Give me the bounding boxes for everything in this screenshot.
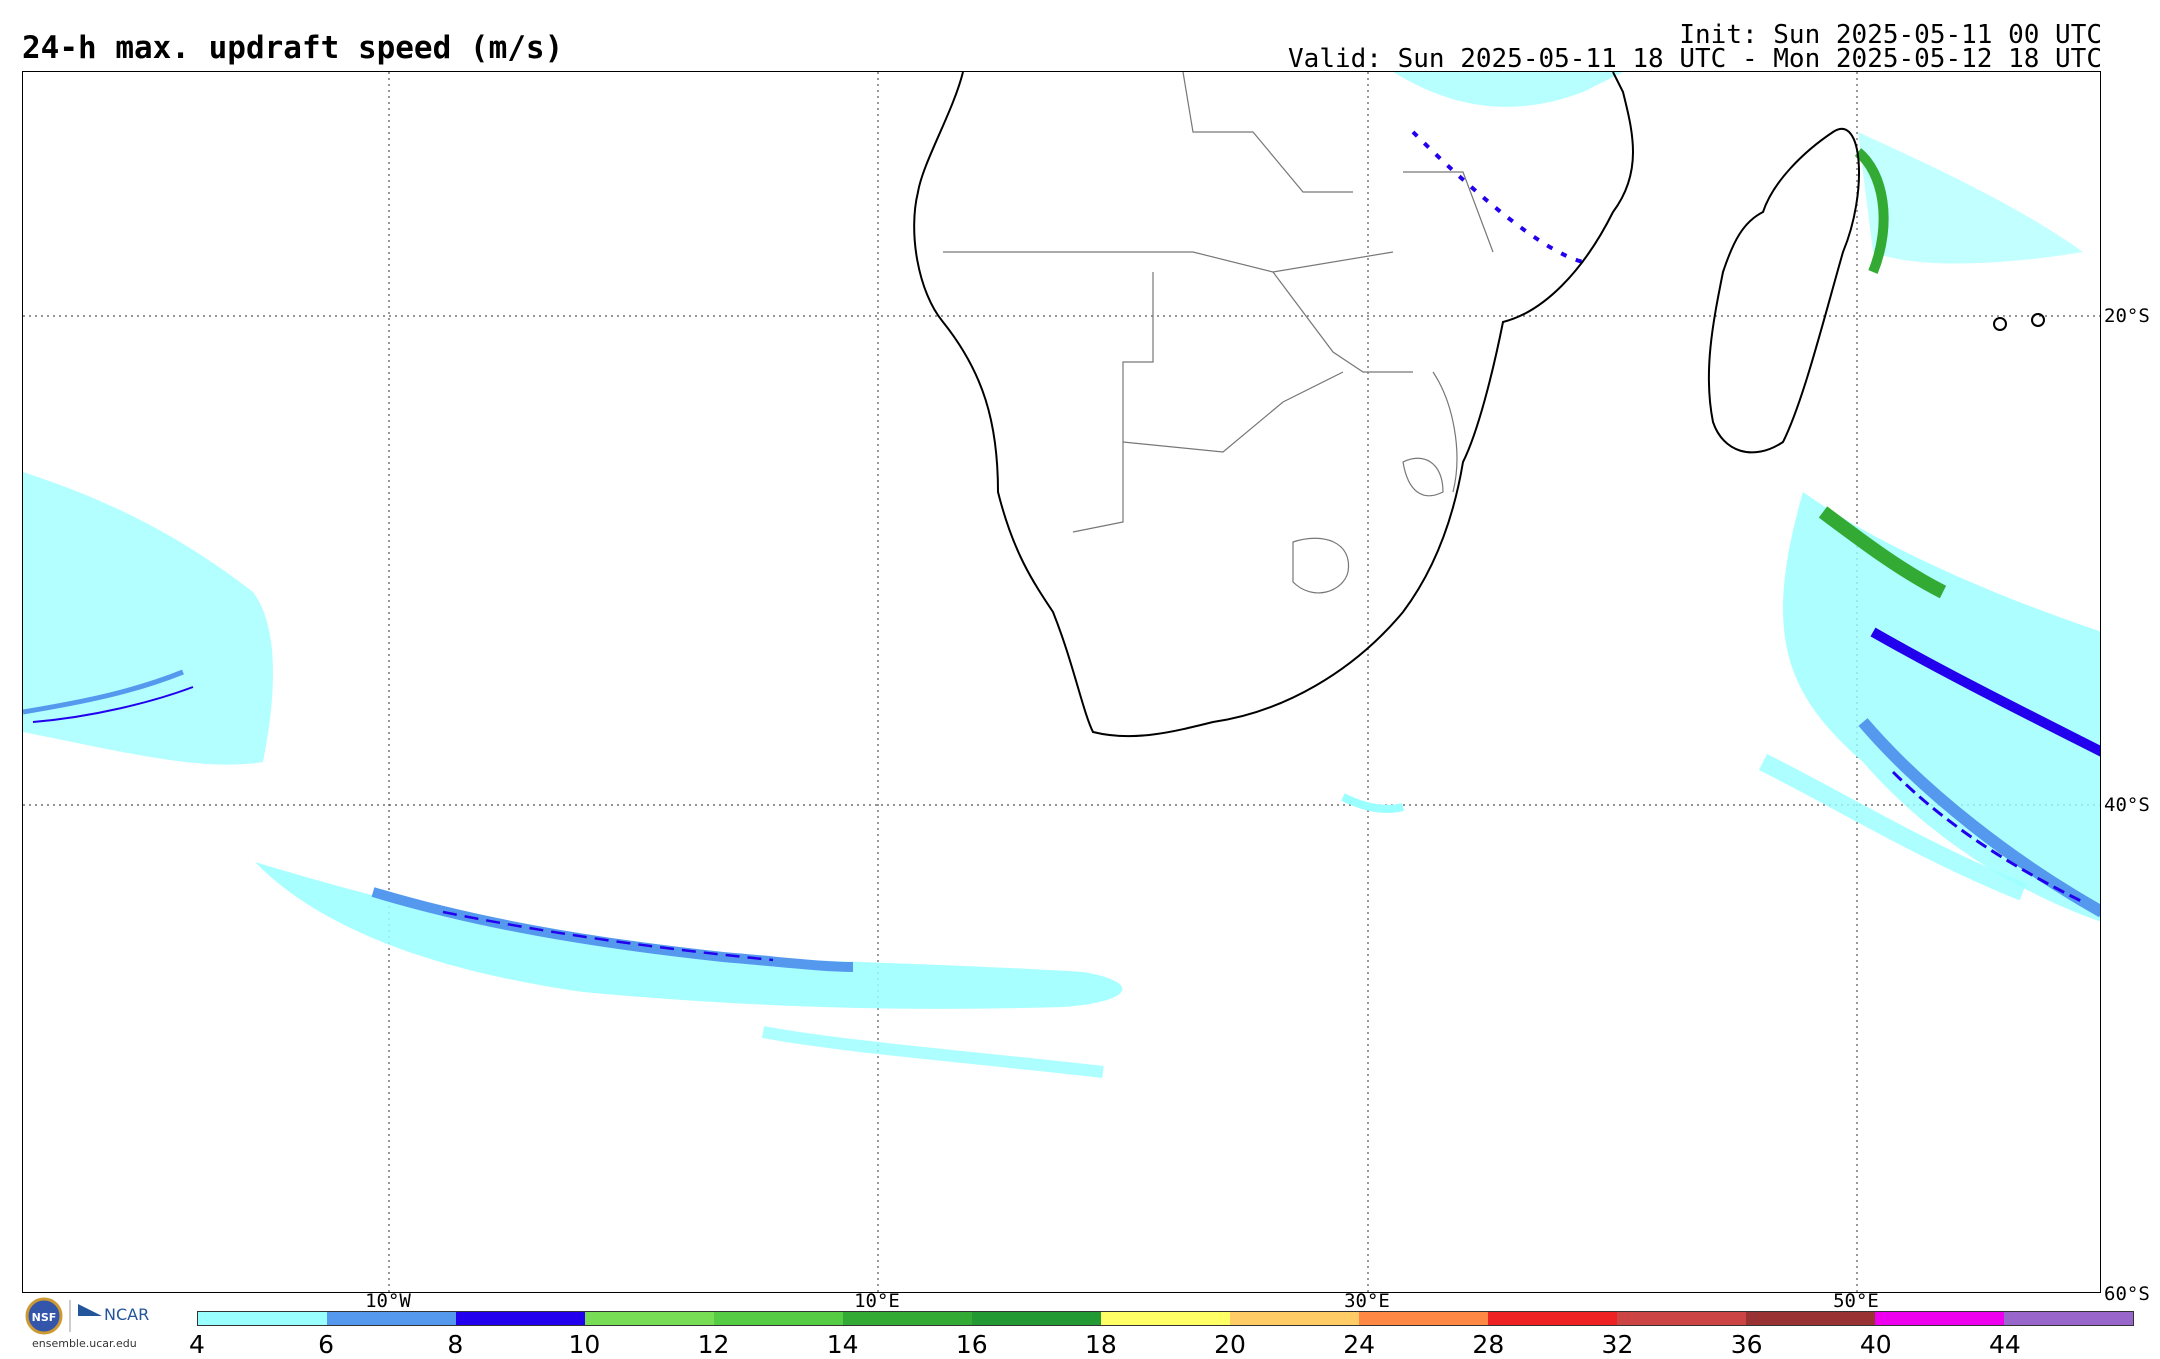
colorbar-tick-label: 18 (1085, 1330, 1117, 1359)
colorbar-segment (456, 1312, 585, 1325)
border-lesotho (1292, 537, 1350, 594)
colorbar-tick-label: 36 (1730, 1330, 1763, 1359)
border-drc (1182, 72, 1353, 193)
updraft-cells-medium (1858, 718, 2100, 918)
colorbar-tick-label: 28 (1472, 1330, 1505, 1359)
lon-label-10e: 10°E (854, 1290, 900, 1312)
colorbar-segment (1875, 1312, 2004, 1325)
lon-label-50e: 50°E (1833, 1290, 1879, 1312)
lon-label-10w: 10°W (365, 1290, 411, 1312)
colorbar-tick-label: 32 (1601, 1330, 1634, 1359)
colorbar-segment (198, 1312, 327, 1325)
colorbar-tick-label: 10 (568, 1330, 601, 1359)
footer-url: ensemble.ucar.edu (32, 1337, 137, 1350)
colorbar-tick-label: 14 (826, 1330, 859, 1359)
updraft-streak-west-strong (32, 686, 194, 723)
colorbar-segment (327, 1312, 456, 1325)
updraft-band-strong (442, 910, 774, 962)
updraft-streak-west (23, 669, 184, 715)
border-eswatini (1402, 457, 1444, 497)
nsf-ncar-logo: NSF NCAR (25, 1297, 149, 1335)
border-mozambique (1432, 371, 1458, 493)
border-angola-south (943, 251, 1394, 273)
ncar-logo-icon (78, 1304, 102, 1316)
updraft-field (23, 72, 2100, 1078)
updraft-cells-green (1818, 506, 1947, 599)
lat-label-20s: 20°S (2104, 305, 2150, 327)
colorbar-tick-label: 40 (1859, 1330, 1892, 1359)
colorbar-segment (1230, 1312, 1359, 1325)
updraft-area-west (23, 472, 273, 765)
colorbar-segment (843, 1312, 972, 1325)
lon-label-30e: 30°E (1344, 1290, 1390, 1312)
colorbar-tick-label: 44 (1988, 1330, 2021, 1359)
island-mauritius (2031, 313, 2045, 327)
map-panel (22, 71, 2101, 1293)
country-borders (943, 72, 1494, 594)
colorbar-tick-label: 20 (1214, 1330, 1246, 1359)
colorbar-segment (972, 1312, 1101, 1325)
madagascar-coast (1707, 128, 1861, 454)
updraft-band-south-west (255, 862, 1123, 1009)
colorbar-segment (1488, 1312, 1617, 1325)
colorbar-tick-label: 4 (189, 1330, 205, 1359)
colorbar (197, 1311, 2134, 1326)
colorbar-tick-label: 12 (697, 1330, 730, 1359)
colorbar-tick-label: 24 (1343, 1330, 1376, 1359)
africa-coast (913, 72, 1634, 738)
colorbar-segment (1101, 1312, 1230, 1325)
updraft-cells-strong (1870, 627, 2100, 757)
border-botswana (1272, 271, 1413, 373)
updraft-cells-mozambique (1411, 130, 1584, 264)
lat-label-40s: 40°S (2104, 794, 2150, 816)
init-time: Init: Sun 2025-05-11 00 UTC (1679, 20, 2102, 50)
nsf-logo-text: NSF (32, 1311, 57, 1324)
updraft-area-ne (1858, 132, 2083, 264)
ncar-logo-text: NCAR (104, 1305, 149, 1324)
border-namibia (1072, 272, 1154, 533)
map-canvas (23, 72, 2100, 1292)
updraft-area-madagascar-east (1854, 148, 1889, 274)
updraft-area-east-africa (1393, 72, 1623, 107)
logos: NSF NCAR (24, 1296, 154, 1340)
coastlines (913, 72, 2045, 738)
chart-title: 24-h max. updraft speed (m/s) (22, 30, 564, 66)
island-reunion (1993, 317, 2007, 331)
lat-label-60s: 60°S (2104, 1283, 2150, 1305)
colorbar-segment (714, 1312, 843, 1325)
border-zambia (1403, 171, 1494, 253)
border-south-africa (1122, 371, 1344, 453)
updraft-area-midocean (1341, 793, 1404, 813)
updraft-band-trailing (761, 1026, 1104, 1078)
colorbar-segment (1359, 1312, 1488, 1325)
colorbar-tick-label: 16 (955, 1330, 988, 1359)
updraft-cells-streaks (1891, 770, 2084, 904)
colorbar-segment (1617, 1312, 1746, 1325)
colorbar-segment (585, 1312, 714, 1325)
nsf-logo-icon (25, 1297, 63, 1335)
colorbar-tick-label: 8 (447, 1330, 464, 1359)
valid-time: Valid: Sun 2025-05-11 18 UTC - Mon 2025-… (1288, 44, 2102, 74)
colorbar-segment (1746, 1312, 1875, 1325)
graticule (23, 72, 2100, 1292)
colorbar-segment (2004, 1312, 2133, 1325)
updraft-area-se (1783, 492, 2100, 922)
updraft-area-southern-tail (1758, 753, 2027, 901)
colorbar-tick-label: 6 (318, 1330, 335, 1359)
